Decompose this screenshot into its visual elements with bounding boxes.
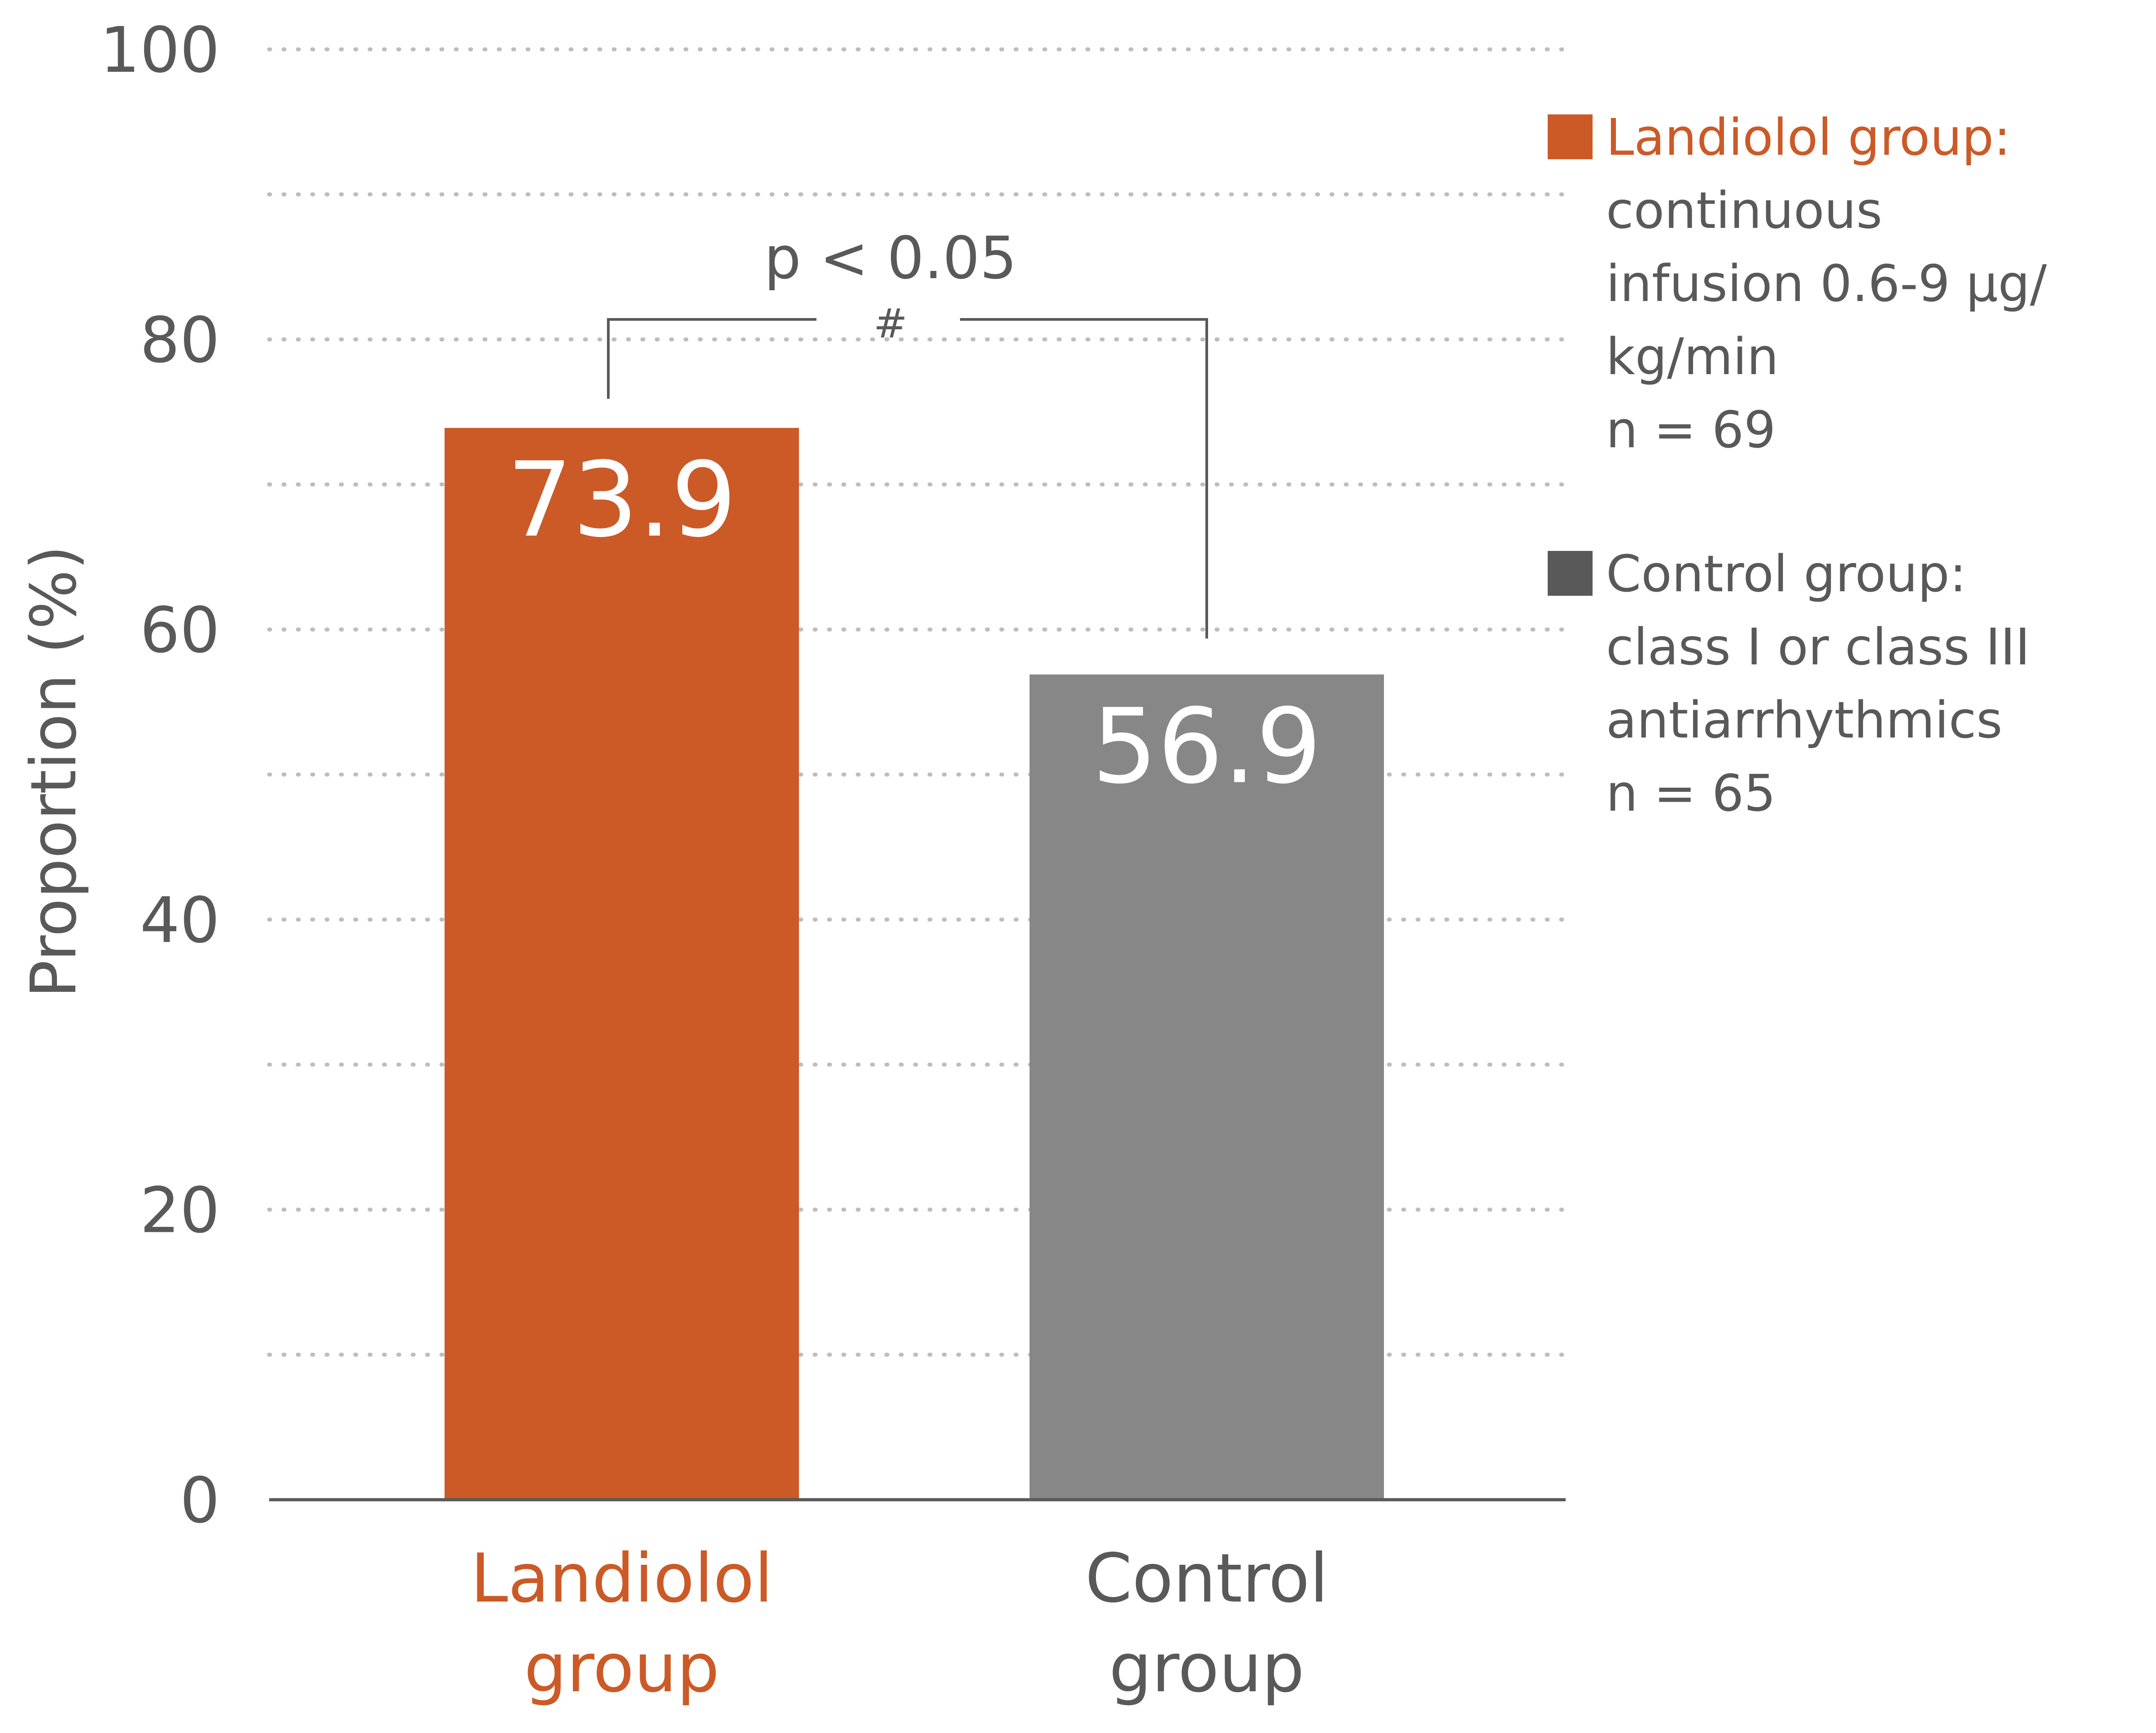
legend-item-detail: n = 65	[1606, 764, 1776, 823]
y-tick-label: 80	[140, 304, 220, 377]
y-tick-label: 40	[140, 884, 220, 957]
legend-item-detail: n = 69	[1606, 401, 1776, 459]
y-tick-label: 20	[140, 1174, 220, 1247]
legend-swatch	[1548, 114, 1593, 159]
legend-swatch	[1548, 551, 1593, 596]
significance-mark: #	[873, 300, 907, 347]
legend-item-detail: antiarrhythmics	[1606, 691, 2003, 750]
x-category-label: Control	[1085, 1540, 1328, 1618]
legend-item-title: Control group:	[1606, 545, 1966, 603]
legend-item-detail: continuous	[1606, 182, 1882, 240]
y-axis-title: Proportion (%)	[17, 545, 91, 998]
legend-item-detail: kg/min	[1606, 328, 1779, 386]
bar	[445, 428, 799, 1500]
y-tick-label: 100	[100, 14, 220, 87]
y-axis-ticks: 0 20 40 60 80 100	[100, 14, 220, 1537]
bars: 73.9 Landiolol group 56.9 Control group	[445, 428, 1384, 1707]
bar-value-label: 73.9	[507, 441, 737, 560]
legend: Landiolol group: continuous infusion 0.6-9…	[1548, 109, 2047, 823]
legend-item-detail: class I or class III	[1606, 618, 2030, 677]
bracket-left-arm	[607, 318, 816, 399]
x-category-label: group	[524, 1629, 720, 1707]
x-category-label: group	[1109, 1629, 1305, 1707]
y-tick-label: 0	[180, 1464, 220, 1537]
significance-bracket: p < 0.05 #	[607, 224, 1208, 639]
bar-value-label: 56.9	[1092, 687, 1322, 807]
p-value-label: p < 0.05	[764, 224, 1017, 292]
y-tick-label: 60	[140, 594, 220, 667]
bracket-right-arm	[960, 318, 1208, 639]
legend-item-title: Landiolol group:	[1606, 109, 2011, 167]
x-category-label: Landiolol	[471, 1540, 773, 1618]
legend-item-detail: infusion 0.6-9 μg/	[1606, 255, 2047, 313]
bar	[1030, 674, 1384, 1500]
